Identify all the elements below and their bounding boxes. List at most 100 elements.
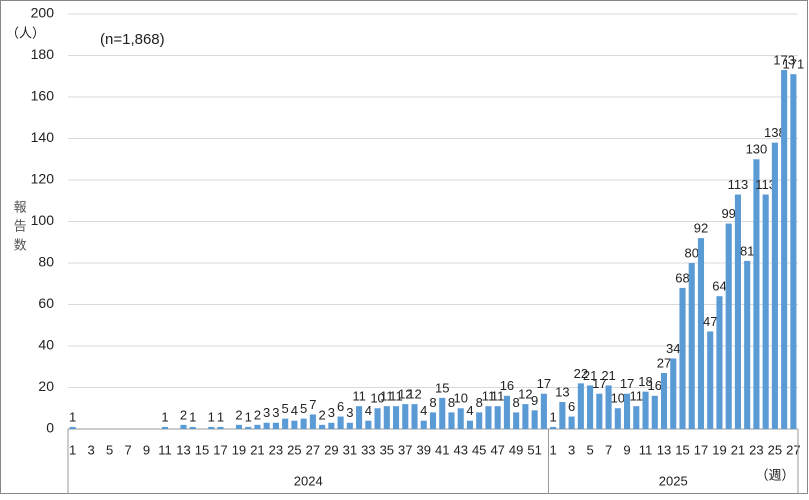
y-tick-label: 200 bbox=[31, 5, 55, 21]
data-label: 3 bbox=[272, 405, 279, 420]
data-label: 17 bbox=[537, 376, 551, 391]
x-tick-label: 11 bbox=[158, 442, 172, 457]
x-tick-label: 3 bbox=[87, 442, 94, 457]
bar bbox=[716, 296, 723, 429]
data-label: 11 bbox=[380, 389, 394, 404]
x-tick-label: 15 bbox=[195, 442, 209, 457]
data-label: 1 bbox=[550, 409, 557, 424]
bar bbox=[356, 406, 363, 429]
data-label: 16 bbox=[500, 378, 514, 393]
bar bbox=[291, 420, 298, 429]
x-tick-label: 43 bbox=[453, 442, 467, 457]
x-tick-label: 13 bbox=[657, 442, 671, 457]
bar bbox=[448, 412, 455, 429]
y-tick-label: 120 bbox=[31, 171, 55, 187]
bar bbox=[670, 358, 677, 429]
bar bbox=[245, 426, 252, 429]
x-tick-label: 1 bbox=[69, 442, 76, 457]
x-tick-label: 7 bbox=[605, 442, 612, 457]
bar bbox=[614, 408, 621, 429]
data-label: 1 bbox=[69, 409, 76, 424]
bar bbox=[485, 406, 492, 429]
data-label: 8 bbox=[476, 395, 483, 410]
data-label: 3 bbox=[328, 405, 335, 420]
data-label: 1 bbox=[245, 409, 252, 424]
x-tick-label: 17 bbox=[694, 442, 708, 457]
bar bbox=[679, 287, 686, 429]
data-label: 11 bbox=[482, 389, 496, 404]
bar bbox=[734, 194, 741, 429]
data-label: 2 bbox=[235, 407, 242, 422]
x-tick-label: 9 bbox=[623, 442, 630, 457]
data-label: 173 bbox=[773, 52, 795, 67]
x-tick-label: 47 bbox=[490, 442, 504, 457]
x-tick-label: 33 bbox=[361, 442, 375, 457]
data-label: 18 bbox=[638, 374, 652, 389]
x-tick-label: 27 bbox=[786, 442, 800, 457]
data-label: 15 bbox=[435, 380, 449, 395]
bar bbox=[208, 426, 215, 429]
bar bbox=[254, 424, 261, 429]
x-tick-label: 25 bbox=[287, 442, 301, 457]
bar bbox=[466, 420, 474, 429]
bar bbox=[540, 393, 547, 429]
bar bbox=[328, 422, 335, 429]
bar bbox=[707, 331, 714, 429]
bar bbox=[272, 422, 279, 429]
data-label: 6 bbox=[337, 399, 344, 414]
x-tick-label: 5 bbox=[586, 442, 593, 457]
bar bbox=[522, 404, 529, 429]
x-tick-label: 31 bbox=[343, 442, 357, 457]
data-label: 4 bbox=[466, 403, 473, 418]
bar bbox=[660, 372, 668, 429]
y-tick-label: 80 bbox=[38, 254, 54, 270]
data-label: 3 bbox=[346, 405, 353, 420]
data-label: 64 bbox=[712, 279, 726, 294]
data-label: 17 bbox=[592, 376, 606, 391]
bar bbox=[420, 420, 427, 429]
data-label: 81 bbox=[740, 243, 754, 258]
y-tick-label: 100 bbox=[31, 212, 55, 228]
x-tick-label: 9 bbox=[143, 442, 150, 457]
x-tick-label: 5 bbox=[106, 442, 113, 457]
data-label: 2 bbox=[318, 407, 325, 422]
data-label: 138 bbox=[764, 125, 786, 140]
bar bbox=[346, 422, 353, 429]
data-label: 11 bbox=[389, 389, 403, 404]
annotation: (n=1,868) bbox=[100, 31, 165, 48]
bar bbox=[744, 260, 751, 429]
bar bbox=[392, 406, 400, 429]
bar bbox=[624, 393, 631, 429]
bar bbox=[161, 426, 169, 429]
bar bbox=[771, 142, 778, 429]
bar bbox=[189, 426, 196, 429]
data-label: 11 bbox=[352, 389, 366, 404]
data-label: 13 bbox=[555, 384, 569, 399]
bar bbox=[300, 418, 307, 429]
bar bbox=[605, 385, 612, 429]
x-tick-label: 15 bbox=[675, 442, 689, 457]
y-tick-label: 40 bbox=[38, 337, 54, 353]
x-tick-label: 29 bbox=[324, 442, 338, 457]
data-label: 7 bbox=[309, 397, 316, 412]
data-label: 47 bbox=[703, 314, 717, 329]
data-label: 4 bbox=[291, 403, 298, 418]
bar bbox=[309, 414, 316, 429]
bar bbox=[577, 383, 584, 429]
data-label: 12 bbox=[398, 387, 412, 402]
x-tick-label: 41 bbox=[435, 442, 449, 457]
bar bbox=[383, 406, 390, 429]
bar bbox=[725, 223, 732, 429]
data-label: 80 bbox=[684, 245, 698, 260]
data-label: 2 bbox=[254, 407, 261, 422]
data-label: 4 bbox=[365, 403, 372, 418]
data-label: 6 bbox=[568, 399, 575, 414]
bar bbox=[513, 412, 520, 429]
data-label: 11 bbox=[491, 389, 505, 404]
data-label: 11 bbox=[630, 389, 644, 404]
bar bbox=[688, 263, 695, 429]
bar bbox=[374, 408, 381, 429]
bar bbox=[651, 395, 658, 429]
data-label: 8 bbox=[448, 395, 455, 410]
